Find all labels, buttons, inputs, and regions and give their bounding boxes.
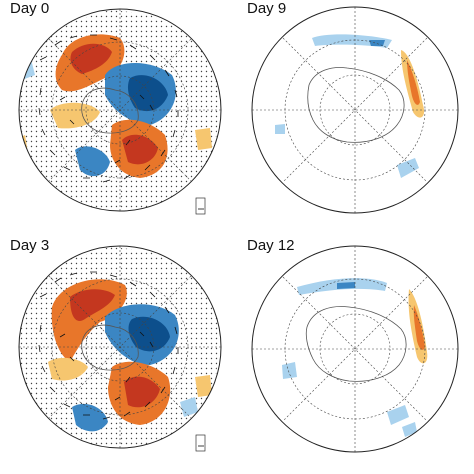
positive-anomaly <box>124 376 160 408</box>
panel-title: Day 0 <box>10 0 50 17</box>
polar-map <box>251 245 459 453</box>
negative-anomaly <box>180 397 198 417</box>
antarctica-coastline <box>307 67 405 143</box>
lat-lon-grid <box>252 7 458 213</box>
positive-anomaly <box>50 102 100 129</box>
positive-anomaly <box>122 134 158 165</box>
lat-lon-grid <box>19 9 221 211</box>
panel-day-12: Day 12 <box>237 237 474 474</box>
panel-title: Day 12 <box>247 237 295 254</box>
panel-day-3: Day 3 <box>0 237 237 474</box>
polar-map <box>18 245 222 452</box>
wind-vectors <box>38 34 179 183</box>
negative-anomaly <box>275 124 285 134</box>
panel-title: Day 3 <box>10 237 50 254</box>
map-boundary <box>251 6 459 214</box>
map-boundary <box>18 8 222 212</box>
negative-anomaly <box>127 75 168 112</box>
reference-vector-key <box>195 197 206 215</box>
antarctica-coastline <box>305 306 407 382</box>
negative-anomaly <box>402 422 417 437</box>
map-boundary <box>18 245 222 449</box>
negative-anomaly <box>72 403 108 432</box>
positive-anomaly <box>70 43 112 74</box>
reference-vector-key <box>195 434 206 452</box>
polar-map <box>251 6 459 214</box>
positive-anomaly <box>407 60 420 105</box>
positive-anomaly <box>70 289 115 321</box>
panel-day-0: Day 0 <box>0 0 237 237</box>
wind-vectors <box>38 271 179 420</box>
positive-anomaly <box>195 128 212 150</box>
negative-anomaly <box>282 362 297 379</box>
positive-anomaly <box>195 375 212 397</box>
panel-day-9: Day 9 <box>237 0 474 237</box>
negative-anomaly <box>369 40 385 46</box>
map-boundary <box>251 245 459 453</box>
negative-anomaly <box>387 405 409 425</box>
negative-anomaly <box>337 282 355 289</box>
lat-lon-grid <box>19 246 221 448</box>
panel-title: Day 9 <box>247 0 287 17</box>
negative-anomaly <box>75 146 110 177</box>
lat-lon-grid <box>252 246 458 452</box>
negative-anomaly <box>397 158 419 178</box>
polar-map <box>18 8 222 215</box>
negative-anomaly <box>128 316 170 352</box>
